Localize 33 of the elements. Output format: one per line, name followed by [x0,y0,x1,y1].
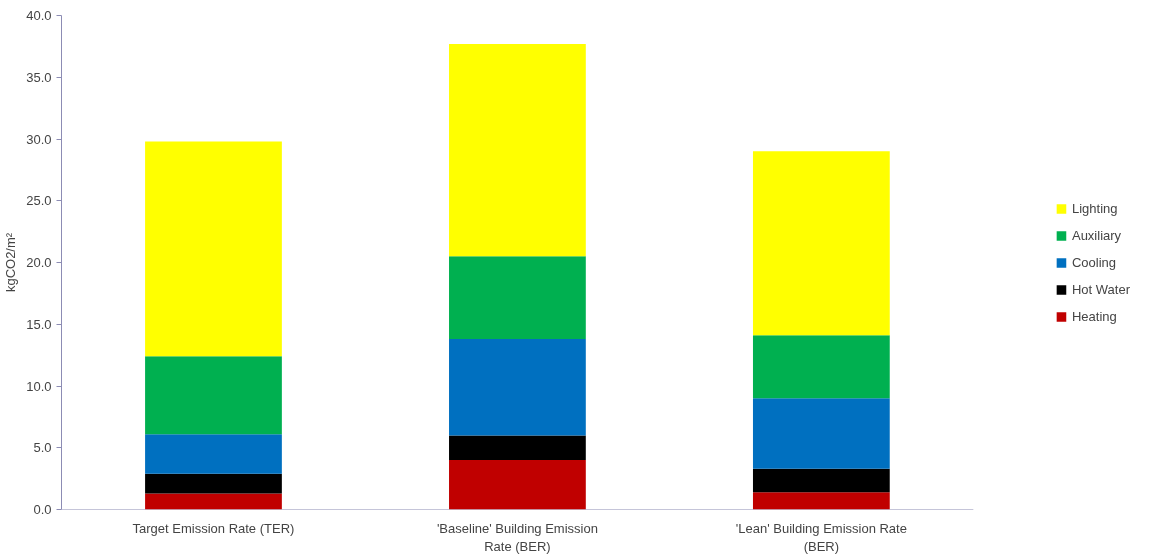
y-tick-label: 0.0 [33,502,52,517]
y-tick-label: 30.0 [26,131,52,147]
bar [145,141,282,357]
bar [145,493,282,510]
x-tick-label: 'Lean' Building Emission Rate (BER) [735,520,907,554]
legend-label: Auxiliary [1071,227,1122,243]
bar [752,398,890,469]
y-tick-label: 40.0 [26,8,52,23]
y-tick-label: 10.0 [26,378,52,394]
bar [449,339,586,436]
y-tick-label: 5.0 [33,440,52,456]
bar [752,468,890,493]
bar [449,256,586,340]
legend-label: Hot Water [1071,281,1130,297]
x-tick-label: 'Baseline' Building Emission Rate (BER) [436,520,598,554]
legend-label: Cooling [1071,254,1117,270]
bar [752,492,890,510]
bar [145,473,282,494]
bar [449,435,586,461]
y-tick-label: 20.0 [26,255,52,270]
bar [752,335,890,399]
legend-label: Lighting [1071,200,1118,216]
bar [449,43,586,257]
x-tick-label: Target Emission Rate (TER) [132,520,295,536]
y-tick-label: 35.0 [26,69,52,85]
y-axis-title: kgCO2/m² [3,232,19,293]
bar [145,434,282,474]
legend-label: Heating [1071,308,1117,324]
y-tick-label: 25.0 [26,193,52,209]
bar [752,151,890,336]
bar [145,356,282,435]
y-tick-label: 15.0 [26,316,52,332]
bar [449,460,586,510]
